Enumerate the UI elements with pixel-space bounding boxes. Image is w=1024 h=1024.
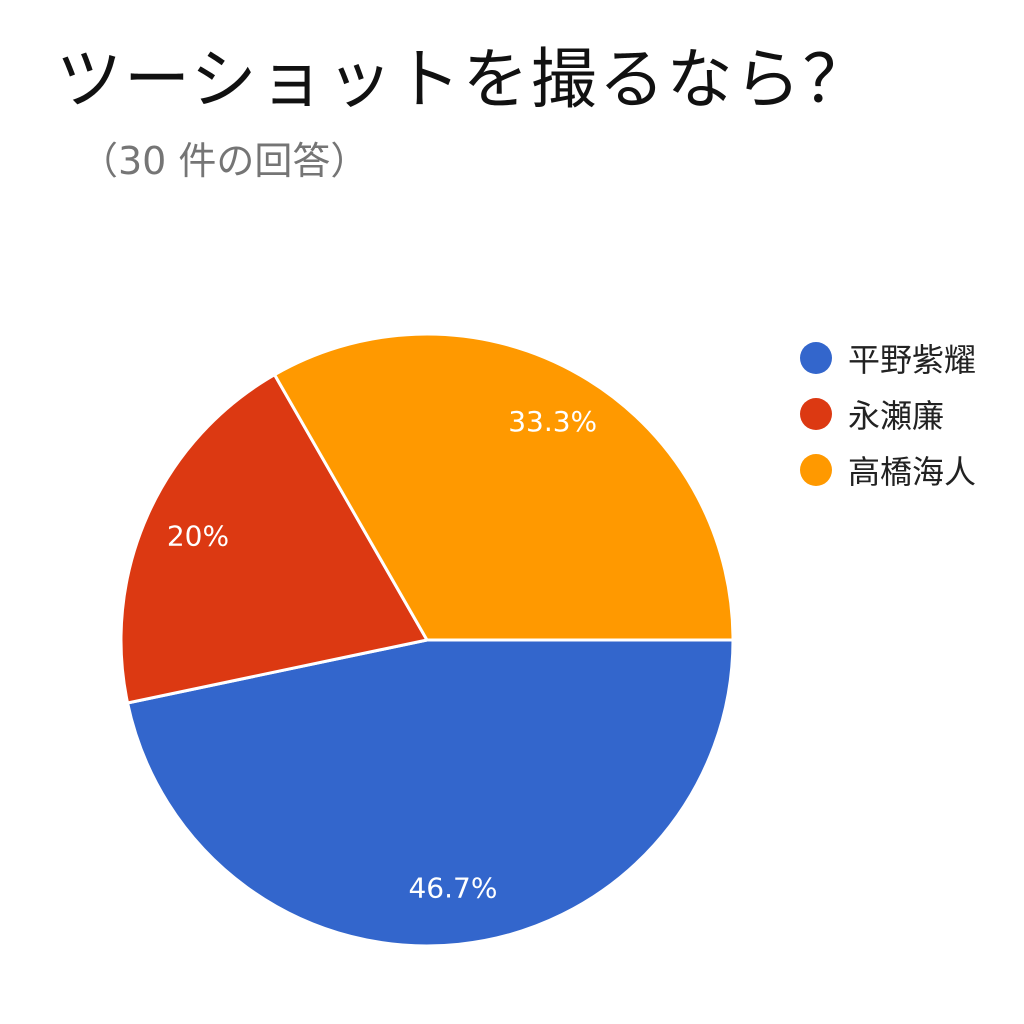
chart-subtitle: （30 件の回答） — [80, 139, 369, 183]
legend-label-nagase: 永瀬廉 — [848, 397, 945, 435]
slice-label-takahashi: 33.3% — [508, 405, 597, 438]
legend-item-hirano: 平野紫耀 — [800, 330, 976, 386]
legend-item-nagase: 永瀬廉 — [800, 386, 976, 442]
legend: 平野紫耀 永瀬廉 高橋海人 — [800, 330, 976, 498]
legend-label-takahashi: 高橋海人 — [848, 453, 977, 491]
slice-label-hirano: 46.7% — [408, 872, 497, 905]
legend-swatch-hirano — [800, 342, 832, 374]
legend-label-hirano: 平野紫耀 — [848, 341, 977, 379]
legend-swatch-takahashi — [800, 454, 832, 486]
legend-swatch-nagase — [800, 398, 832, 430]
chart-title: ツーショットを撮るなら？ — [56, 41, 871, 118]
pie-slice-nagase — [119, 372, 430, 705]
legend-item-takahashi: 高橋海人 — [800, 442, 976, 498]
slice-label-nagase: 20% — [167, 519, 229, 552]
pie-slice-hirano — [125, 638, 735, 948]
pie-slice-takahashi — [272, 332, 735, 642]
